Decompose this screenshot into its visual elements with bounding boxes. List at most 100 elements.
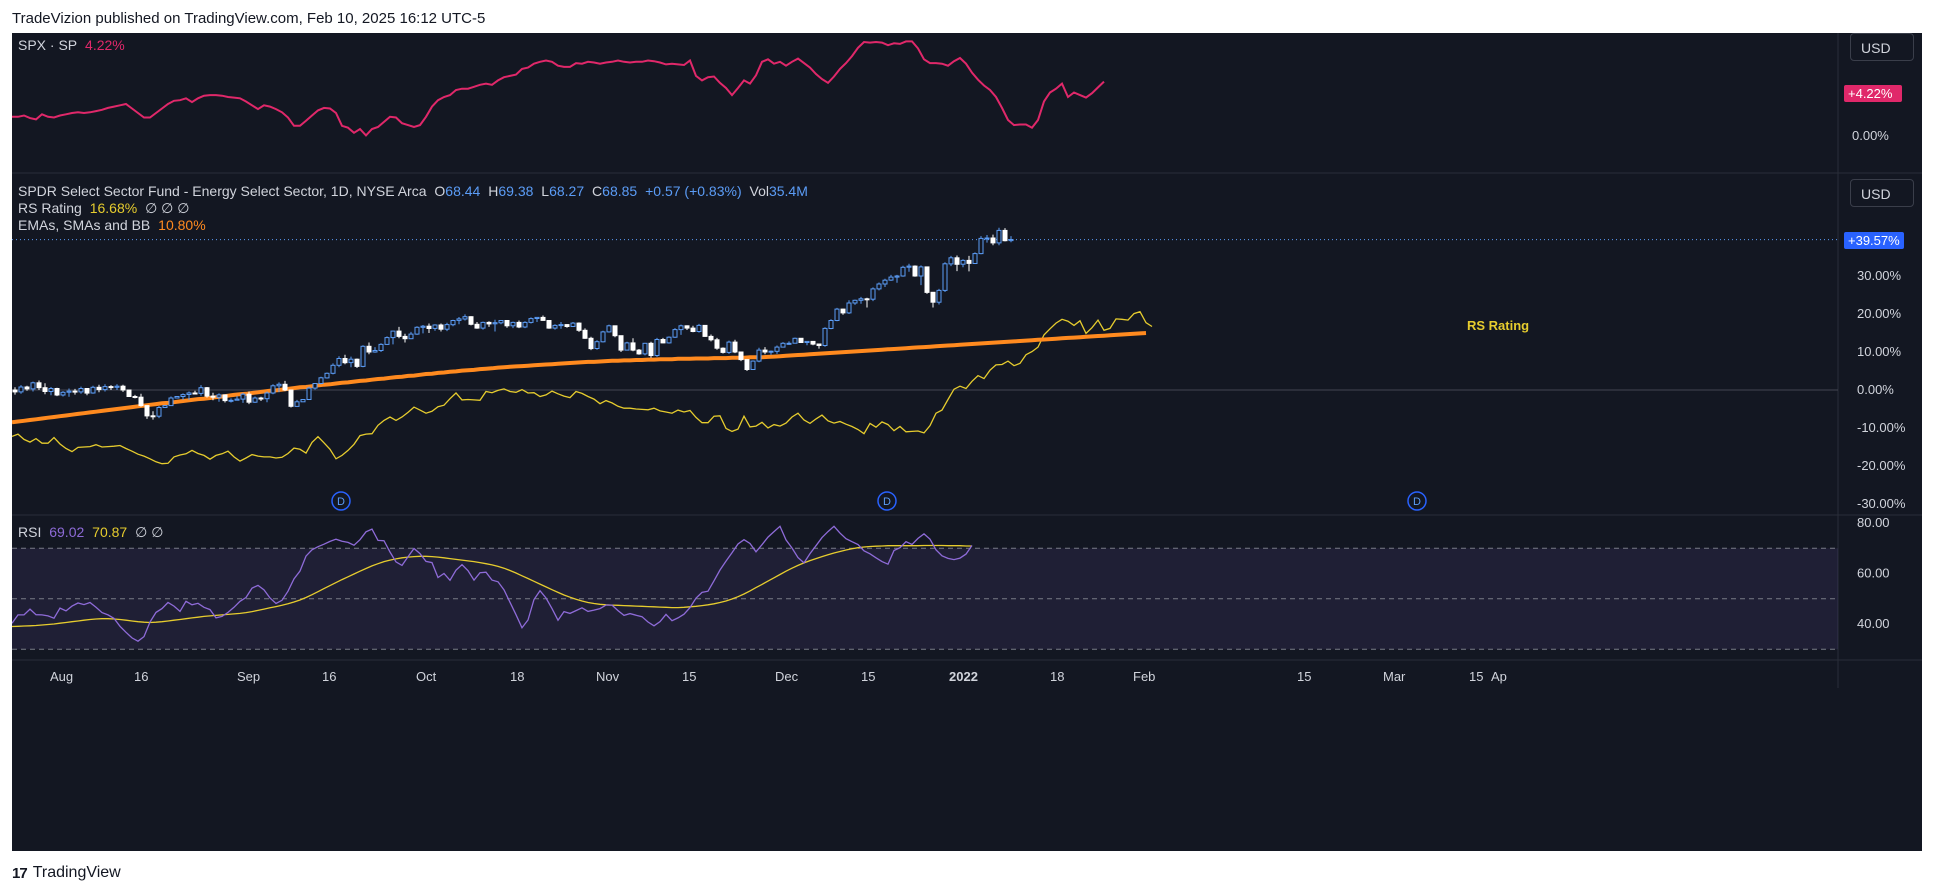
candle-body xyxy=(228,399,234,402)
currency-badge-pane2[interactable]: USD xyxy=(1850,179,1914,207)
candle-body xyxy=(942,263,948,291)
candle-body xyxy=(60,391,66,396)
candle-body xyxy=(84,388,90,394)
candle-body xyxy=(954,257,960,265)
candle-body xyxy=(222,394,228,402)
candle-body xyxy=(192,392,198,395)
rs-rating-legend: RS Rating 16.68% ∅ ∅ ∅ xyxy=(18,200,193,217)
dividend-marker-icon xyxy=(1407,491,1427,511)
spx-price-label: +4.22% xyxy=(1848,86,1893,101)
candle-body xyxy=(774,346,780,352)
candle-body xyxy=(660,339,666,344)
time-axis-label: Aug xyxy=(50,669,73,684)
low-label: L xyxy=(541,183,550,199)
candle-body xyxy=(504,320,510,327)
candle-body xyxy=(558,324,564,327)
candle-body xyxy=(432,324,438,329)
low-value: 68.27 xyxy=(549,183,585,199)
candle-body xyxy=(414,326,420,335)
time-axis-label: Nov xyxy=(596,669,620,684)
rs-rating-line-label: RS Rating xyxy=(1467,318,1529,333)
candle-body xyxy=(924,266,930,293)
candle-body xyxy=(960,259,966,265)
candle-body xyxy=(720,347,726,353)
candle-body xyxy=(300,399,306,403)
candle-body xyxy=(18,386,24,393)
candle-body xyxy=(144,405,150,417)
candle-body xyxy=(1002,229,1008,242)
candle-body xyxy=(864,298,870,301)
candle-body xyxy=(906,265,912,268)
candle-body xyxy=(990,237,996,244)
candle-body xyxy=(468,316,474,325)
candle-body xyxy=(534,316,540,319)
candle-body xyxy=(342,358,348,364)
candle-body xyxy=(696,324,702,332)
dividend-marker-label: D xyxy=(1413,496,1421,508)
candle-body xyxy=(360,345,366,367)
candle-body xyxy=(198,387,204,394)
candle-body xyxy=(540,316,546,321)
candle-body xyxy=(180,394,186,398)
candle-body xyxy=(912,265,918,277)
candle-body xyxy=(612,325,618,337)
ema-line xyxy=(12,331,1147,425)
time-axis-label: Oct xyxy=(416,669,437,684)
rs-rating-extra: ∅ ∅ ∅ xyxy=(145,200,190,216)
rsi-ma-line xyxy=(12,544,972,628)
candle-body xyxy=(138,396,144,407)
candle-body xyxy=(438,324,444,330)
candle-body xyxy=(900,266,906,277)
candle-body xyxy=(474,323,480,329)
candle-body xyxy=(852,299,858,304)
candle-body xyxy=(630,342,636,351)
candle-body xyxy=(894,275,900,278)
candle-body xyxy=(606,325,612,333)
candle-body xyxy=(120,385,126,391)
chart-area[interactable]: 0.00% +4.22% 30.00% 20.00% 10.00% 0.00% -10.00… xyxy=(12,33,1922,851)
candle-body xyxy=(600,331,606,343)
rsi-axis-tick: 60.00 xyxy=(1857,566,1890,581)
candle-body xyxy=(264,392,270,400)
candle-body xyxy=(54,388,60,396)
candle-body xyxy=(636,349,642,355)
candle-body xyxy=(396,330,402,337)
candle-body xyxy=(126,389,132,397)
candle-body xyxy=(168,397,174,407)
dividend-marker-icon xyxy=(877,491,897,511)
candle-body xyxy=(282,383,288,391)
candle-body xyxy=(498,320,504,324)
candle-body xyxy=(936,289,942,303)
candle-body xyxy=(318,377,324,384)
time-axis-label: Mar xyxy=(1383,669,1406,684)
currency-badge-pane1[interactable]: USD xyxy=(1850,33,1914,61)
candle-body xyxy=(354,358,360,367)
candle-body xyxy=(162,405,168,409)
spx-value: 4.22% xyxy=(85,37,125,53)
time-axis-label: 18 xyxy=(510,669,524,684)
candle-body xyxy=(102,386,108,391)
main-legend: SPDR Select Sector Fund - Energy Select … xyxy=(18,183,812,199)
candle-body xyxy=(330,364,336,374)
candle-body xyxy=(996,229,1002,244)
candle-body xyxy=(156,407,162,417)
candle-body xyxy=(108,386,114,389)
candle-body xyxy=(48,388,54,392)
main-axis-tick: 10.00% xyxy=(1857,344,1902,359)
candle-body xyxy=(528,318,534,323)
candle-body xyxy=(258,397,264,400)
candle-body xyxy=(834,308,840,322)
candle-body xyxy=(366,345,372,353)
tradingview-logo: 17 xyxy=(12,864,28,882)
candle-body xyxy=(324,372,330,379)
chart-canvas[interactable]: 0.00% +4.22% 30.00% 20.00% 10.00% 0.00% -10.00… xyxy=(12,33,1922,851)
candle-body xyxy=(732,341,738,353)
candle-body xyxy=(276,383,282,387)
rsi-axis-tick: 40.00 xyxy=(1857,616,1890,631)
candle-body xyxy=(714,339,720,349)
candle-body xyxy=(252,397,258,403)
candle-body xyxy=(216,394,222,398)
time-axis-label: 18 xyxy=(1050,669,1064,684)
candle-body xyxy=(648,342,654,356)
candle-body xyxy=(786,342,792,345)
